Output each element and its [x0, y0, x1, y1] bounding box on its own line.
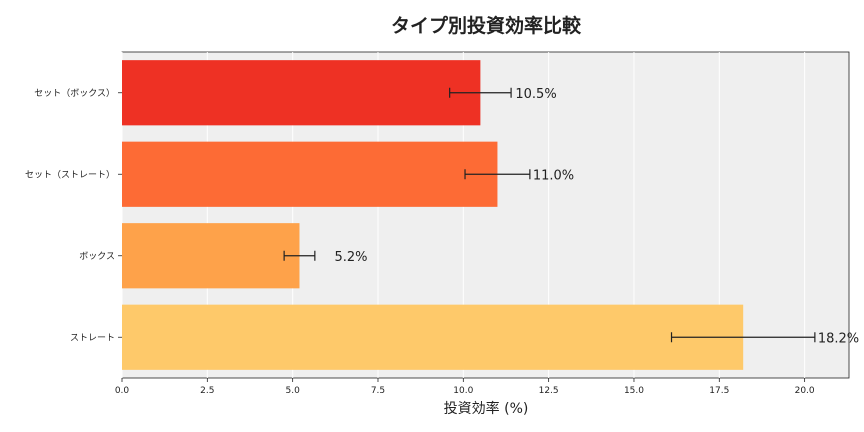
chart-title: タイプ別投資効率比較	[391, 14, 582, 37]
category-label: セット（ボックス）	[34, 88, 115, 99]
bars: 10.5% 11.0% 5.2% 18.2%	[122, 60, 859, 370]
x-tick-label: 15.0	[624, 386, 644, 396]
bar	[122, 60, 481, 126]
x-tick-label: 17.5	[709, 386, 729, 396]
x-tick-label: 2.5	[200, 386, 214, 396]
x-axis-label: 投資効率 (%)	[444, 400, 529, 417]
x-tick-label: 12.5	[539, 386, 559, 396]
bar	[122, 141, 498, 207]
data-label: 10.5%	[515, 87, 556, 102]
category-label: ボックス	[79, 251, 115, 262]
bar	[122, 304, 744, 370]
x-tick-label: 10.0	[453, 386, 473, 396]
x-tick-label: 5.0	[285, 386, 300, 396]
category-label: ストレート	[70, 333, 115, 343]
x-tick-label: 0.0	[115, 386, 130, 396]
x-tick-label: 7.5	[371, 386, 385, 396]
data-label: 5.2%	[334, 250, 367, 265]
bar	[122, 223, 300, 289]
category-label: セット（ストレート）	[25, 169, 115, 180]
x-tick-label: 20.0	[795, 386, 815, 396]
data-label: 18.2%	[818, 331, 859, 346]
x-axis-ticks: 0.0 2.5 5.0 7.5 10.0 12.5 15.0 17.5 20.0	[115, 378, 815, 396]
data-label: 11.0%	[533, 168, 574, 183]
